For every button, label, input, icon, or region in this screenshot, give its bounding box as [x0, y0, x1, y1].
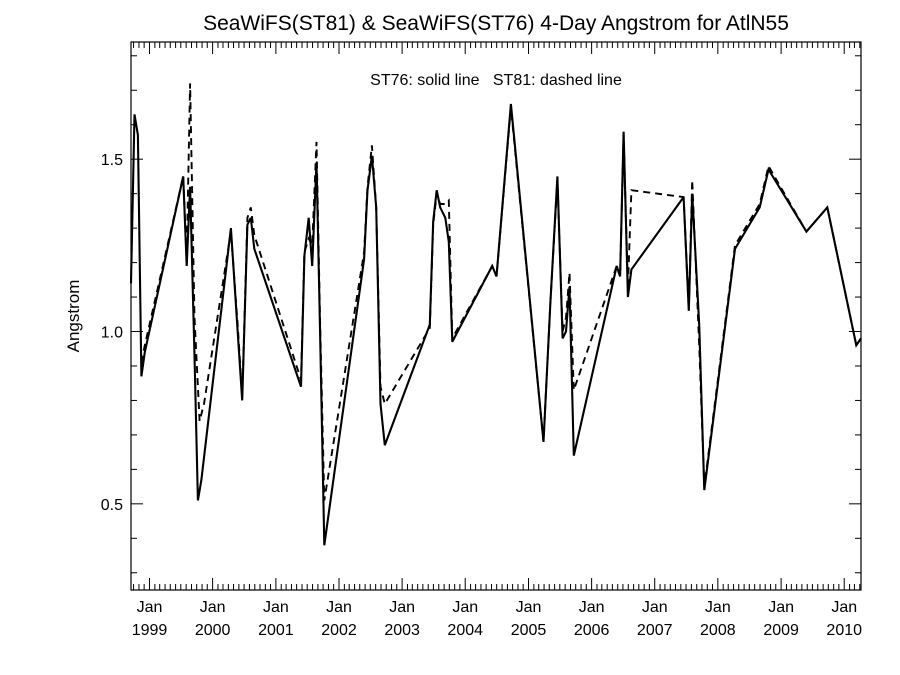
x-tick-year-label: 1999 — [132, 622, 168, 639]
x-tick-year-label: 2004 — [447, 622, 483, 639]
x-tick-month-label: Jan — [768, 599, 794, 616]
y-tick-label: 1.0 — [101, 325, 123, 342]
axis-ticks — [131, 42, 861, 590]
y-tick-label: 1.5 — [101, 152, 123, 169]
x-tick-month-label: Jan — [389, 599, 415, 616]
x-tick-year-label: 2010 — [826, 622, 862, 639]
y-tick-label: 0.5 — [101, 497, 123, 514]
y-axis-label-group: Angstrom — [64, 280, 83, 353]
series-lines — [129, 83, 862, 546]
axis-tick-labels: 0.5 1.0 1.5 Jan 1999 Jan 2000 Jan 2001 Jan 2002 Jan… — [101, 152, 862, 639]
x-tick-year-label: 2006 — [574, 622, 610, 639]
x-tick-month-label: Jan — [452, 599, 478, 616]
series-line-st81 — [140, 83, 862, 501]
x-tick-month-label: Jan — [831, 599, 857, 616]
x-tick-year-label: 2007 — [637, 622, 673, 639]
plot-frame — [130, 41, 862, 591]
x-tick-month-label: Jan — [137, 599, 163, 616]
x-tick-year-label: 2005 — [511, 622, 547, 639]
x-tick-year-label: 2008 — [700, 622, 736, 639]
x-tick-month-label: Jan — [579, 599, 605, 616]
x-tick-year-label: 2001 — [258, 622, 294, 639]
x-tick-month-label: Jan — [326, 599, 352, 616]
chart-title: SeaWiFS(ST81) & SeaWiFS(ST76) 4-Day Angs… — [203, 12, 789, 35]
series-style-legend: ST76: solid line ST81: dashed line — [370, 72, 622, 89]
x-tick-month-label: Jan — [642, 599, 668, 616]
x-tick-year-label: 2002 — [321, 622, 357, 639]
x-tick-month-label: Jan — [516, 599, 542, 616]
x-tick-month-label: Jan — [263, 599, 289, 616]
x-tick-year-label: 2003 — [384, 622, 420, 639]
x-tick-year-label: 2000 — [195, 622, 231, 639]
x-tick-month-label: Jan — [200, 599, 226, 616]
x-tick-year-label: 2009 — [763, 622, 799, 639]
y-axis-label: Angstrom — [64, 280, 83, 353]
series-line-st76 — [129, 103, 862, 546]
x-tick-month-label: Jan — [705, 599, 731, 616]
